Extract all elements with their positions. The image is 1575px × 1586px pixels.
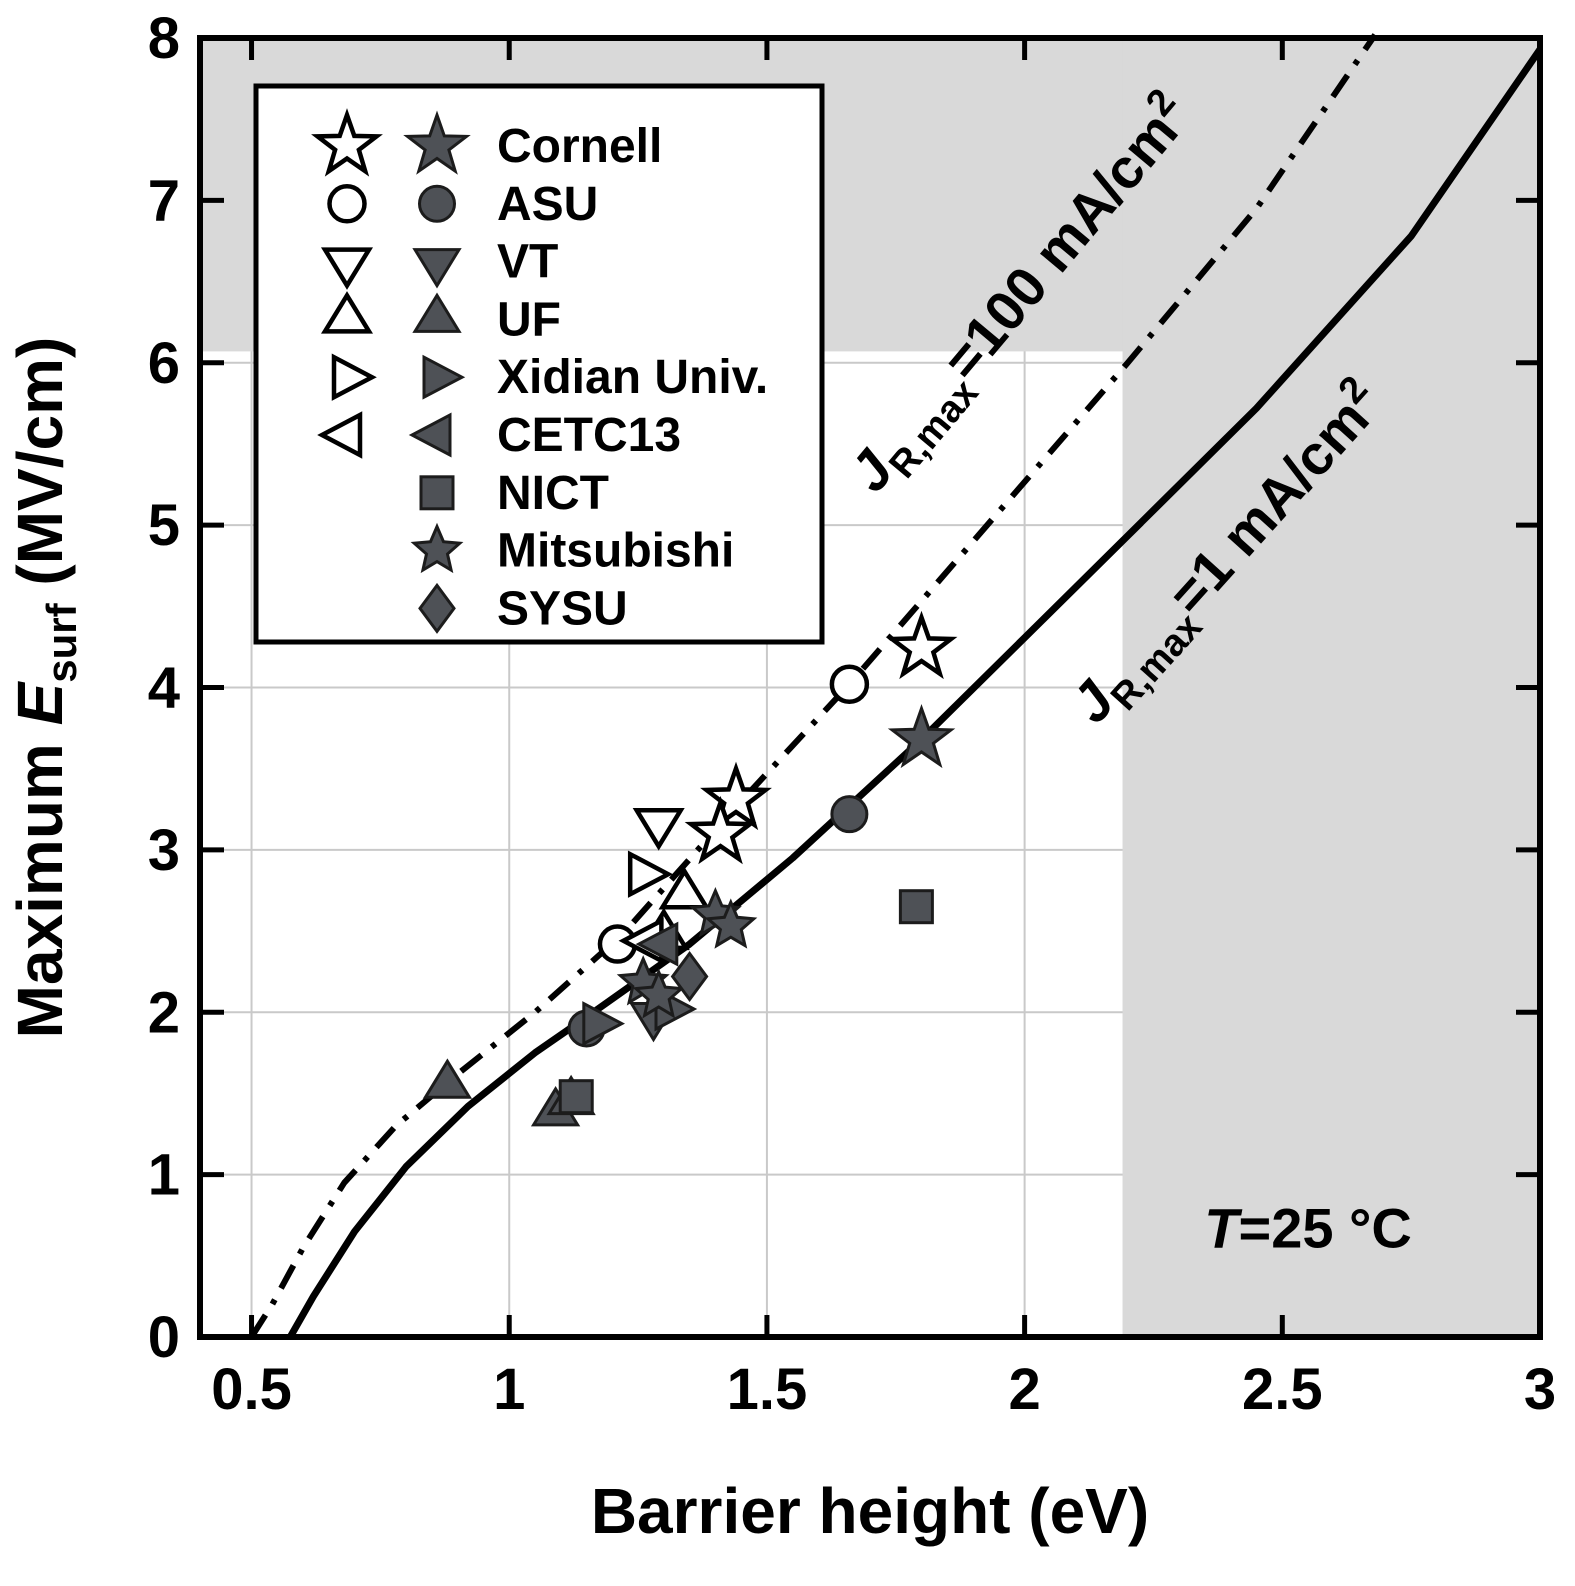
y-tick-label-6: 6 xyxy=(148,331,180,396)
legend-marker-xidian-univ-open xyxy=(331,353,377,401)
temperature-annotation-t: T xyxy=(1204,1197,1243,1260)
marker-cornell-filled-0 xyxy=(887,703,956,769)
marker-mitsubishi-filled-3 xyxy=(632,968,686,1019)
x-tick-label-2: 1.5 xyxy=(727,1357,808,1422)
legend-label-asu: ASU xyxy=(497,178,598,231)
y-tick-label-5: 5 xyxy=(148,493,180,558)
y-axis-label-prefix: Maximum xyxy=(4,725,76,1038)
legend-marker-asu-open xyxy=(327,184,367,224)
y-tick-label-0: 0 xyxy=(148,1305,180,1370)
x-tick-label-4: 2.5 xyxy=(1242,1357,1323,1422)
marker-nict-filled-0 xyxy=(558,1079,594,1115)
marker-vt-open-0 xyxy=(632,808,685,851)
marker-nict-filled-1 xyxy=(898,889,934,925)
legend-label-xidian-univ: Xidian Univ. xyxy=(497,351,768,404)
x-axis-label: Barrier height (eV) xyxy=(591,1475,1149,1547)
legend-marker-vt-filled xyxy=(412,248,462,289)
marker-mitsubishi-filled-1 xyxy=(704,898,758,949)
y-axis-label-variable: E xyxy=(4,680,76,725)
legend-marker-cornell-open xyxy=(311,108,383,177)
marker-uf-filled-0 xyxy=(422,1058,473,1099)
marker-xidian-univ-open-0 xyxy=(627,850,674,898)
marker-asu-open-0 xyxy=(829,664,870,705)
shaded-region-1 xyxy=(1122,38,1540,1337)
x-tick-label-1: 1 xyxy=(493,1357,525,1422)
y-axis-label-subscript: surf xyxy=(38,602,85,682)
marker-asu-filled-0 xyxy=(830,795,869,834)
x-tick-label-5: 3 xyxy=(1524,1357,1556,1422)
temperature-annotation-value: =25 °C xyxy=(1238,1197,1411,1260)
legend-label-nict: NICT xyxy=(497,467,609,520)
y-tick-label-3: 3 xyxy=(148,818,180,883)
y-tick-label-7: 7 xyxy=(148,168,180,233)
legend-label-uf: UF xyxy=(497,293,561,346)
y-axis-label-suffix: (MV/cm) xyxy=(4,337,76,604)
x-tick-label-3: 2 xyxy=(1008,1357,1040,1422)
y-tick-label-4: 4 xyxy=(148,656,180,721)
x-tick-label-0: 0.5 xyxy=(211,1357,292,1422)
legend-marker-asu-filled xyxy=(418,184,456,223)
legend-label-cetc13: CETC13 xyxy=(497,409,681,462)
y-tick-label-8: 8 xyxy=(148,6,180,71)
legend-marker-xidian-univ-filled xyxy=(422,354,466,400)
legend-marker-sysu-filled xyxy=(418,582,456,634)
y-tick-label-2: 2 xyxy=(148,980,180,1045)
marker-uf-open-0 xyxy=(658,866,711,910)
marker-cornell-open-1 xyxy=(700,761,772,831)
y-tick-label-1: 1 xyxy=(148,1143,180,1208)
marker-xidian-univ-filled-0 xyxy=(582,1001,626,1047)
legend-marker-mitsubishi-filled xyxy=(410,522,464,574)
legend-label-sysu: SYSU xyxy=(497,582,628,635)
marker-cetc13-filled-0 xyxy=(635,921,679,967)
legend-marker-uf-filled xyxy=(412,292,462,333)
marker-cornell-open-0 xyxy=(885,610,958,680)
legend-marker-uf-open xyxy=(320,291,374,334)
legend-label-cornell: Cornell xyxy=(497,120,662,173)
temperature-annotation: T=25 °C xyxy=(1204,1197,1412,1260)
marker-sysu-filled-0 xyxy=(670,950,709,1003)
legend-marker-vt-open xyxy=(320,247,374,290)
legend-label-mitsubishi: Mitsubishi xyxy=(497,525,734,578)
legend-marker-cornell-filled xyxy=(403,110,471,175)
marker-cornell-open-2 xyxy=(684,795,757,865)
legend-marker-cetc13-filled xyxy=(408,412,452,458)
legend-marker-cetc13-open xyxy=(317,411,363,459)
legend-marker-nict-filled xyxy=(419,475,455,511)
y-axis-label: Maximum Esurf (MV/cm) xyxy=(4,337,85,1039)
line-jr100 xyxy=(248,33,1378,1339)
legend-label-vt: VT xyxy=(497,236,558,289)
